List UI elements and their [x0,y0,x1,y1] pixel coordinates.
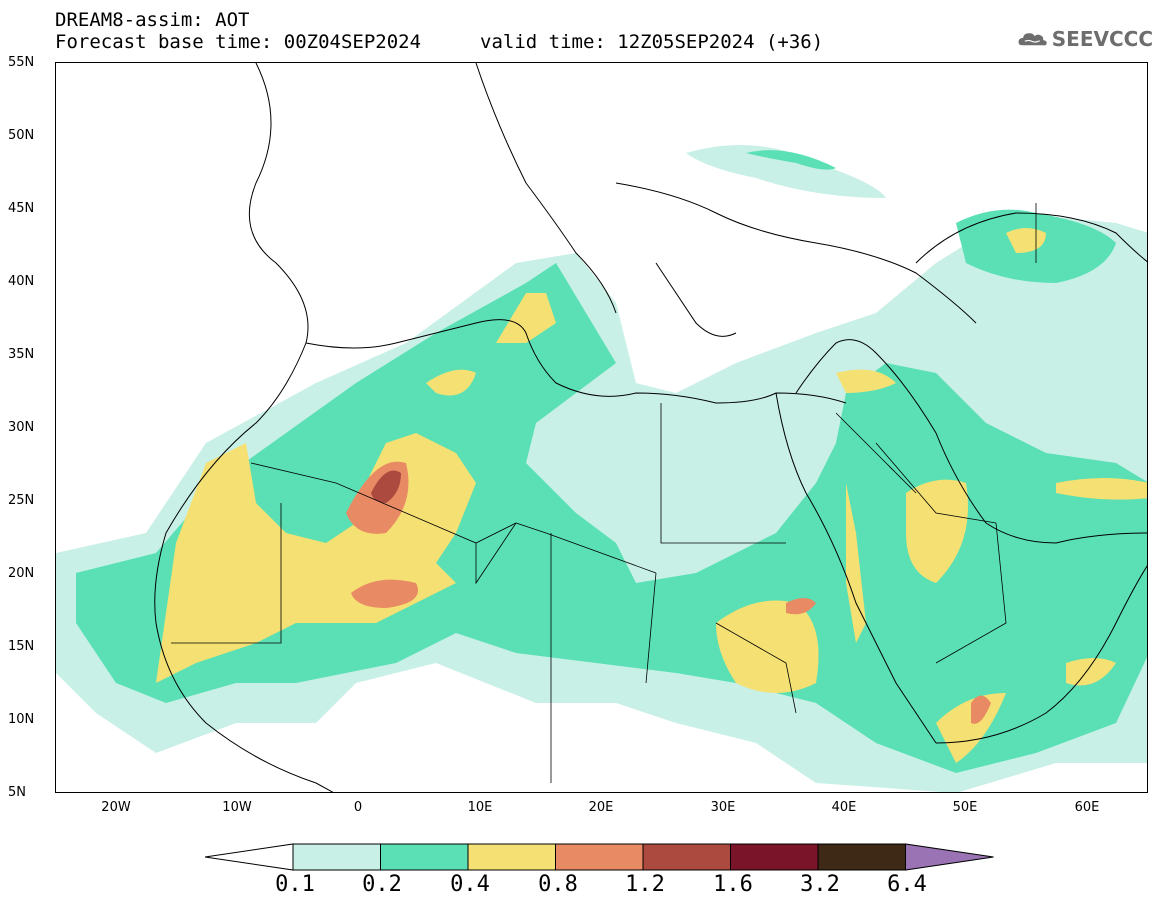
lat-label-35n: 35N [8,347,35,362]
logo-text: SEEVCCC [1051,27,1153,51]
colorbar-label-1.2: 1.2 [625,872,665,897]
lon-label-30e: 30E [710,800,736,815]
lat-label-45n: 45N [8,201,35,216]
lat-label-15n: 15N [8,639,35,654]
colorbar-label-0.1: 0.1 [275,872,315,897]
lat-label-50n: 50N [8,128,35,143]
colorbar-label-0.2: 0.2 [362,872,402,897]
colorbar-label-6.4: 6.4 [887,872,927,897]
colorbar [204,843,1000,871]
aot-map [55,62,1148,793]
map-title: DREAM8-assim: AOT [55,9,250,31]
colorbar-svg [204,843,994,871]
lon-label-40e: 40E [831,800,857,815]
lat-label-55n: 55N [8,55,35,70]
colorbar-segment-6 [730,843,819,871]
colorbar-label-0.8: 0.8 [538,872,578,897]
colorbar-segment-2 [380,843,469,871]
lat-label-10n: 10N [8,712,35,727]
colorbar-segment-4 [555,843,644,871]
colorbar-label-0.4: 0.4 [450,872,490,897]
lat-label-40n: 40N [8,274,35,289]
cloud-icon [1018,33,1047,46]
map-canvas [56,63,1147,792]
lon-label-20e: 20E [588,800,614,815]
colorbar-label-3.2: 3.2 [800,872,840,897]
lon-label-50e: 50E [952,800,978,815]
lon-label-10e: 10E [467,800,493,815]
colorbar-segment-7 [817,843,906,871]
lat-label-5n: 5N [8,785,26,800]
lon-label-60e: 60E [1074,800,1100,815]
forecast-base-time: Forecast base time: 00Z04SEP2024 [55,31,422,53]
colorbar-right-arrow [905,843,994,871]
lat-label-25n: 25N [8,493,35,508]
lat-label-30n: 30N [8,420,35,435]
aot-contour-1.2 [371,470,401,503]
lon-label-0: 0 [353,800,363,815]
country-borders [171,203,1037,783]
colorbar-segment-1 [292,843,381,871]
lon-label-20w: 20W [101,800,131,815]
colorbar-left-arrow [204,843,294,871]
lon-label-10w: 10W [222,800,252,815]
colorbar-label-1.6: 1.6 [713,872,753,897]
seevccc-logo: SEEVCCC [1018,22,1153,56]
lat-label-20n: 20N [8,566,35,581]
coastlines [154,63,1147,792]
valid-time: valid time: 12Z05SEP2024 (+36) [480,31,824,53]
colorbar-segment-3 [467,843,556,871]
colorbar-segment-5 [642,843,731,871]
